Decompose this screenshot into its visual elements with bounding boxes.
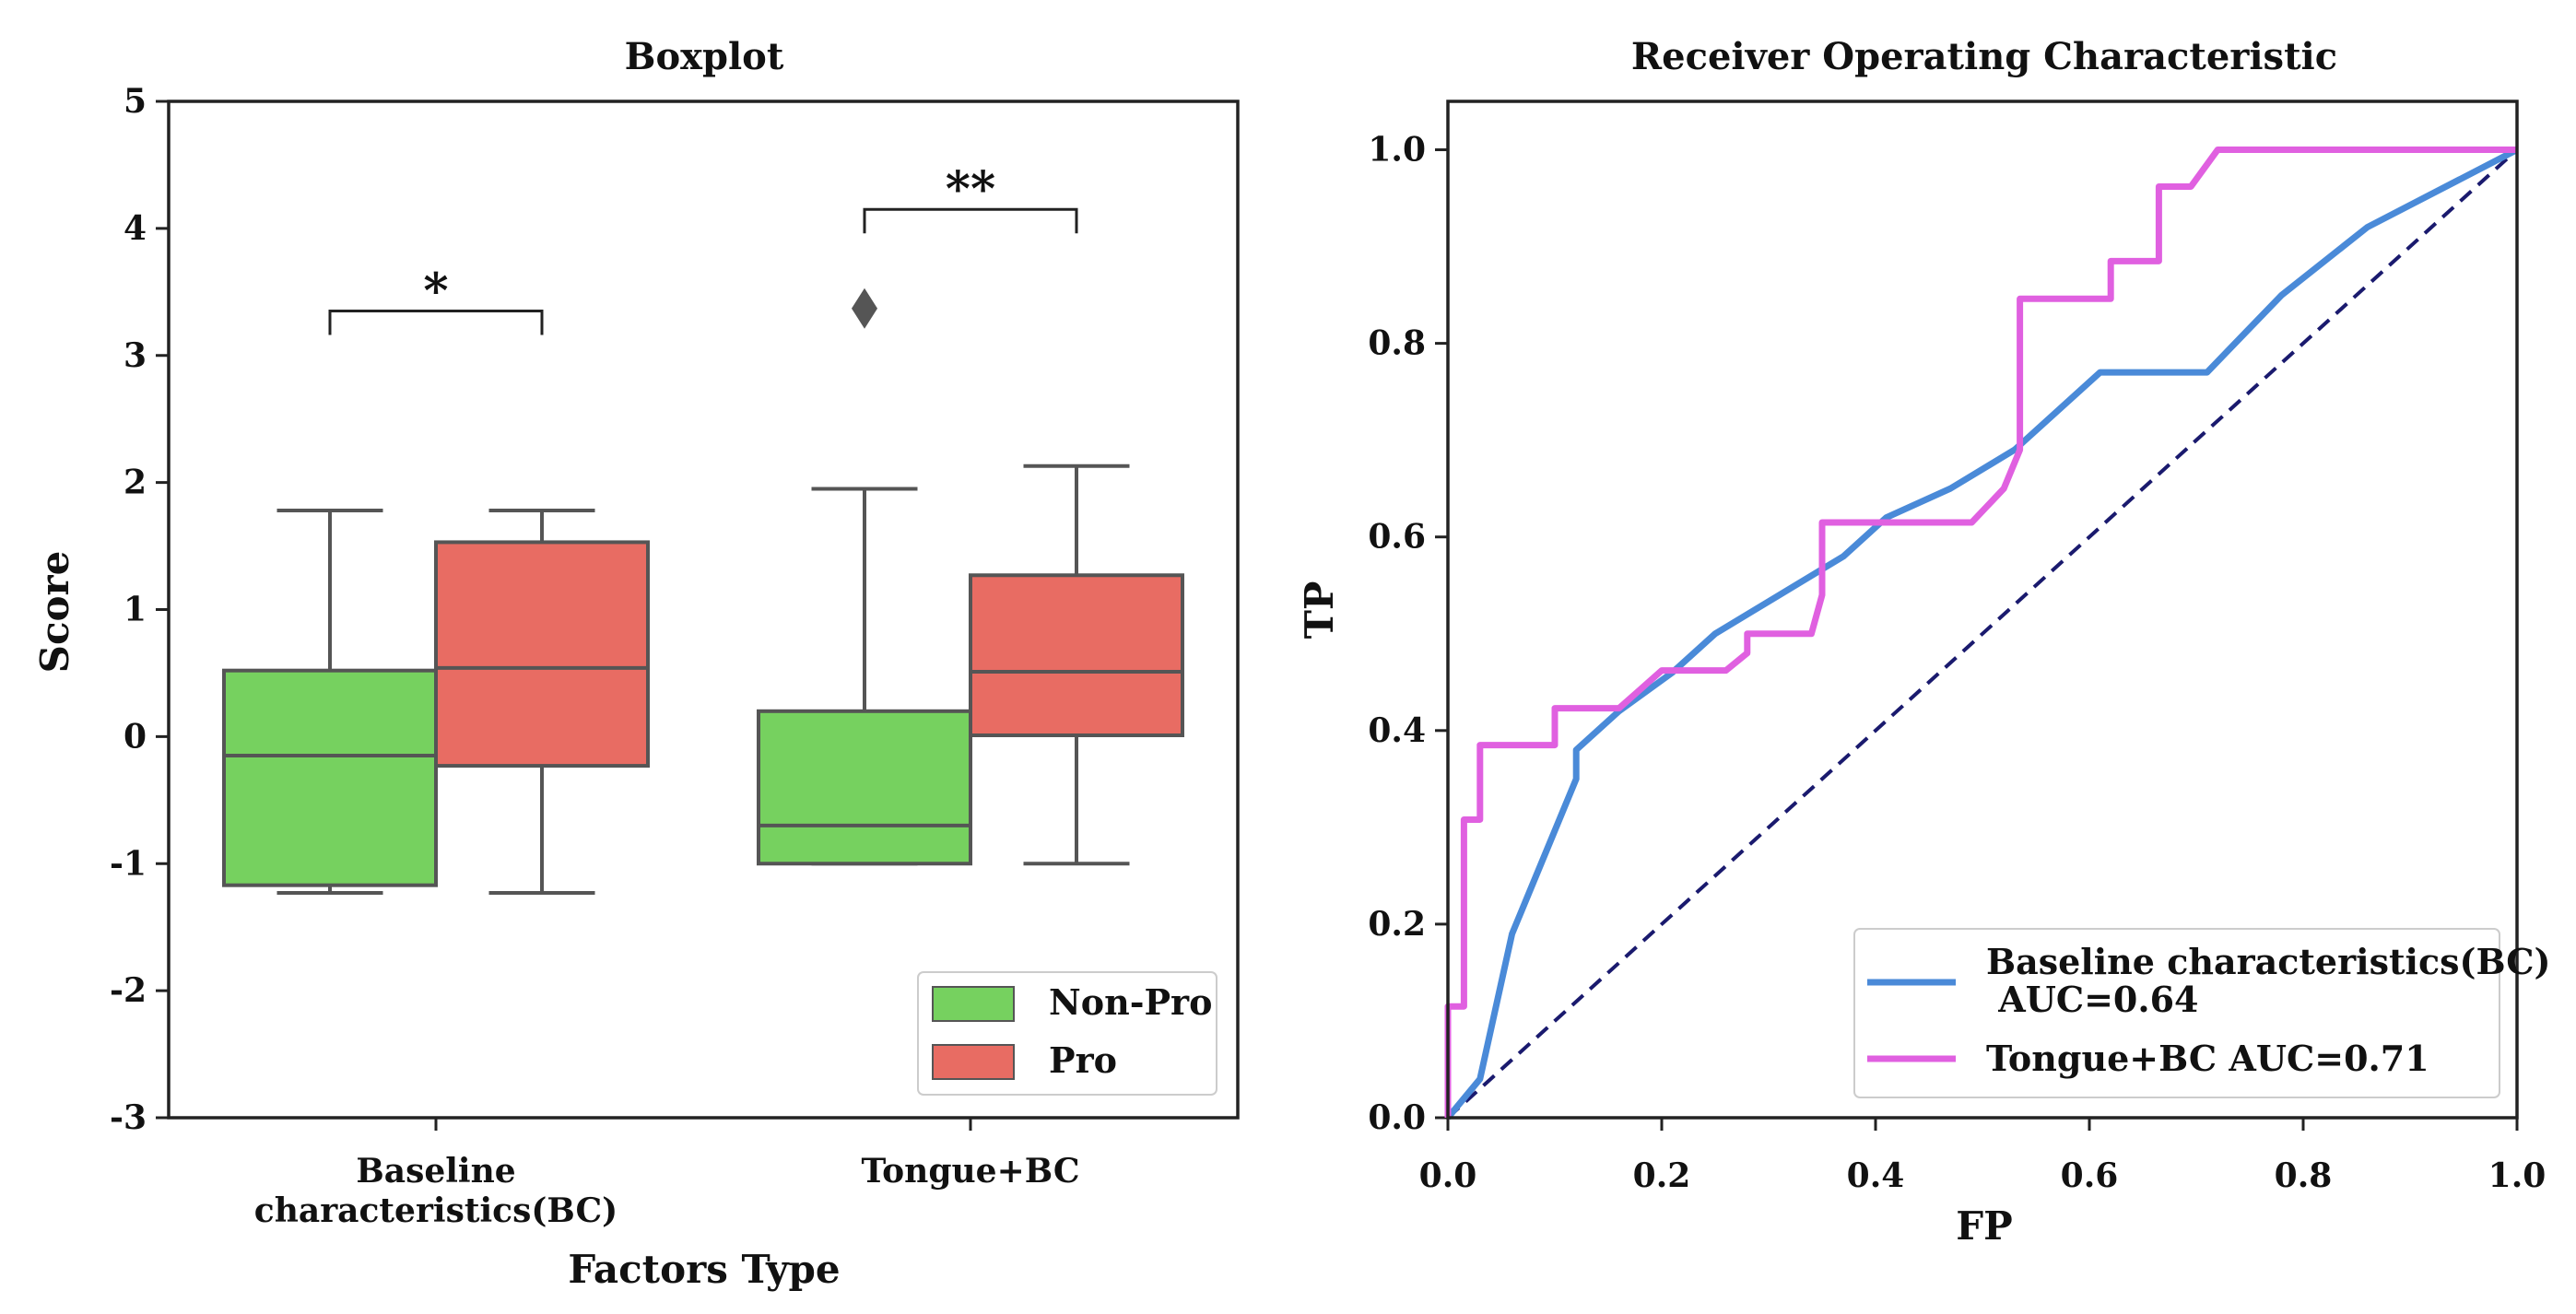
y-tick-label: 3 [124, 336, 147, 375]
box [222, 668, 438, 887]
roc-chance-diagonal [1446, 148, 2519, 1120]
legend-label-non-pro: Non-Pro [1049, 981, 1212, 1023]
x-tick-label: Tongue+BC [861, 1152, 1079, 1191]
boxplot-frame [167, 100, 1240, 1120]
roc-frame [1446, 100, 2519, 1120]
x-tick-label: 1.0 [2488, 1156, 2547, 1195]
y-tick-label: 5 [124, 82, 147, 121]
boxplot-y-axis-label: Score [32, 551, 77, 674]
significance-label: * [423, 263, 448, 319]
y-tick-label: 1.0 [1368, 131, 1426, 170]
roc-panel: Receiver Operating Characteristic FP TP … [1297, 35, 2551, 1249]
boxplot-title: Boxplot [625, 35, 784, 78]
y-tick-label: -1 [110, 844, 147, 883]
y-tick-label: 0.2 [1368, 905, 1426, 944]
y-tick-label: 0.0 [1368, 1098, 1426, 1137]
boxplot-marks: *** [222, 161, 1184, 895]
roc-x-axis-label: FP [1956, 1203, 2012, 1249]
roc-y-axis-label: TP [1297, 581, 1342, 639]
significance-bracket [863, 207, 1078, 234]
significance-bracket [328, 309, 544, 335]
legend-label-baseline-line1: Baseline characteristics(BC) [1986, 941, 2551, 982]
x-tick-label: 0.0 [1419, 1156, 1477, 1195]
significance-label: ** [946, 161, 995, 217]
y-tick-label: 0.6 [1368, 518, 1426, 557]
x-tick-label: 0.6 [2061, 1156, 2119, 1195]
boxplot-legend: Non-Pro Pro [917, 971, 1217, 1096]
x-tick-label: 0.4 [1847, 1156, 1905, 1195]
x-tick-label: Baseline [356, 1152, 515, 1191]
roc-lines [1444, 147, 2519, 1120]
roc-curve-baseline [1445, 147, 2519, 1120]
roc-title: Receiver Operating Characteristic [1631, 35, 2337, 78]
y-tick-label: 1 [124, 591, 147, 629]
box [434, 540, 650, 768]
y-tick-label: -2 [110, 971, 147, 1010]
y-tick-label: 2 [124, 463, 147, 502]
y-tick-label: 0.4 [1368, 711, 1426, 750]
roc-curve-tongue [1444, 147, 2517, 1118]
roc-legend: Baseline characteristics(BC) AUC=0.64 To… [1853, 928, 2551, 1098]
y-tick-label: 0 [124, 717, 147, 756]
x-tick-label: 0.8 [2275, 1156, 2333, 1195]
x-tick-label: characteristics(BC) [254, 1191, 618, 1230]
legend-label-pro: Pro [1049, 1039, 1117, 1081]
outlier-point [852, 287, 877, 329]
legend-swatch-non-pro [932, 986, 1015, 1022]
y-tick-label: 4 [124, 209, 147, 248]
roc-legend-frame [1853, 928, 2500, 1098]
boxplot-panel: Boxplot Factors Type Score 5 4 3 2 1 0 -1 -2 -3 B… [32, 35, 1240, 1292]
legend-label-tongue: Tongue+BC AUC=0.71 [1986, 1038, 2429, 1079]
y-tick-label: 0.8 [1368, 324, 1426, 363]
box [757, 709, 972, 866]
boxplot-x-axis-label: Factors Type [568, 1247, 840, 1292]
y-tick-label: -3 [110, 1098, 147, 1137]
legend-label-baseline-line2: AUC=0.64 [1986, 979, 2199, 1020]
legend-swatch-pro [932, 1044, 1015, 1080]
box [969, 573, 1184, 737]
roc-ticks: 0.0 0.2 0.4 0.6 0.8 1.0 0.0 0.2 0.4 0.6 0.8 1.0 [1368, 131, 2546, 1195]
x-tick-label: 0.2 [1633, 1156, 1691, 1195]
